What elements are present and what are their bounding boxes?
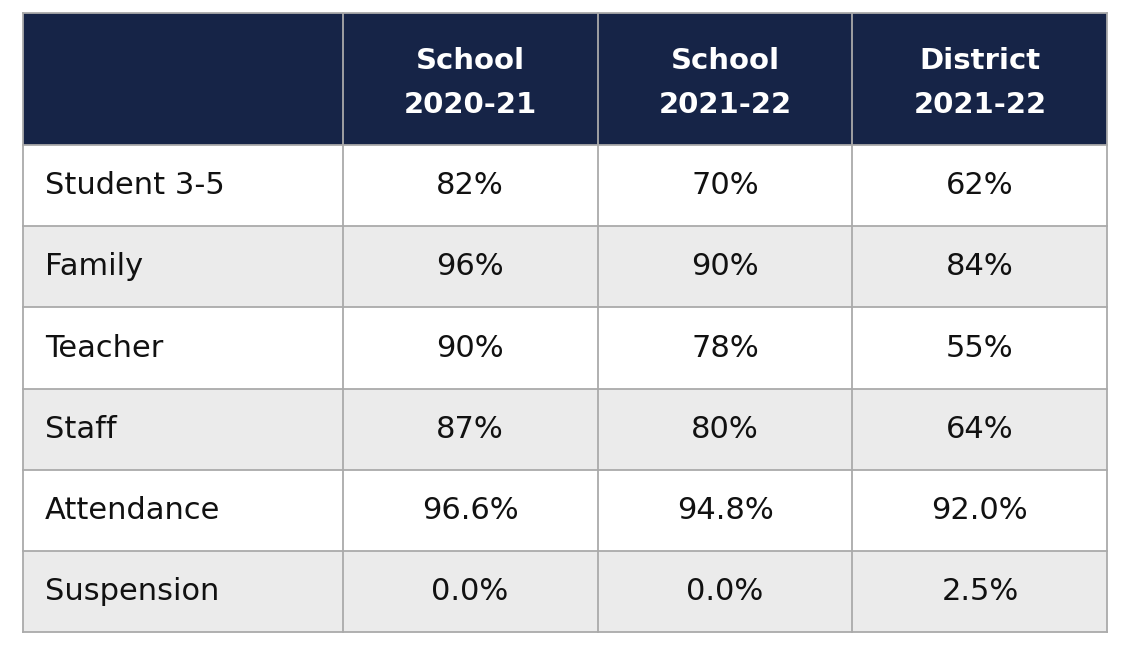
Text: Suspension: Suspension xyxy=(45,577,219,606)
Text: Attendance: Attendance xyxy=(45,496,220,525)
Bar xyxy=(852,308,1107,388)
Bar xyxy=(598,388,852,470)
Text: 0.0%: 0.0% xyxy=(432,577,508,606)
Text: Teacher: Teacher xyxy=(45,333,164,362)
Bar xyxy=(23,388,342,470)
Bar xyxy=(342,13,598,145)
Bar xyxy=(342,226,598,308)
Text: 96.6%: 96.6% xyxy=(421,496,519,525)
Text: 96%: 96% xyxy=(436,252,504,281)
Bar xyxy=(23,145,342,226)
Bar xyxy=(23,470,342,551)
Bar xyxy=(342,388,598,470)
Bar xyxy=(23,13,342,145)
Text: Student 3-5: Student 3-5 xyxy=(45,171,225,200)
Text: Family: Family xyxy=(45,252,144,281)
Bar xyxy=(23,226,342,308)
Text: 2021-22: 2021-22 xyxy=(913,92,1046,119)
Bar xyxy=(598,551,852,632)
Text: 55%: 55% xyxy=(946,333,1014,362)
Text: School: School xyxy=(670,46,780,75)
Bar xyxy=(598,308,852,388)
Text: 90%: 90% xyxy=(692,252,759,281)
Bar xyxy=(23,308,342,388)
Bar xyxy=(342,551,598,632)
Text: 78%: 78% xyxy=(692,333,759,362)
Bar xyxy=(342,145,598,226)
Bar xyxy=(598,145,852,226)
Text: 80%: 80% xyxy=(692,415,759,444)
Bar xyxy=(342,470,598,551)
Text: 2021-22: 2021-22 xyxy=(659,92,792,119)
Text: 87%: 87% xyxy=(436,415,504,444)
Bar xyxy=(598,226,852,308)
Bar xyxy=(852,551,1107,632)
Bar xyxy=(852,226,1107,308)
Text: 2020-21: 2020-21 xyxy=(403,92,537,119)
Text: School: School xyxy=(416,46,524,75)
Text: District: District xyxy=(920,46,1041,75)
Bar xyxy=(852,470,1107,551)
Text: 0.0%: 0.0% xyxy=(686,577,764,606)
Text: Staff: Staff xyxy=(45,415,116,444)
Text: 82%: 82% xyxy=(436,171,504,200)
Bar xyxy=(852,13,1107,145)
Text: 90%: 90% xyxy=(436,333,504,362)
Bar xyxy=(852,145,1107,226)
Bar xyxy=(23,551,342,632)
Bar xyxy=(598,470,852,551)
Text: 84%: 84% xyxy=(946,252,1014,281)
Text: 62%: 62% xyxy=(946,171,1014,200)
Text: 70%: 70% xyxy=(692,171,759,200)
Text: 64%: 64% xyxy=(946,415,1014,444)
Text: 92.0%: 92.0% xyxy=(931,496,1028,525)
Bar xyxy=(598,13,852,145)
Bar xyxy=(852,388,1107,470)
Bar xyxy=(342,308,598,388)
Text: 2.5%: 2.5% xyxy=(941,577,1018,606)
Text: 94.8%: 94.8% xyxy=(677,496,773,525)
